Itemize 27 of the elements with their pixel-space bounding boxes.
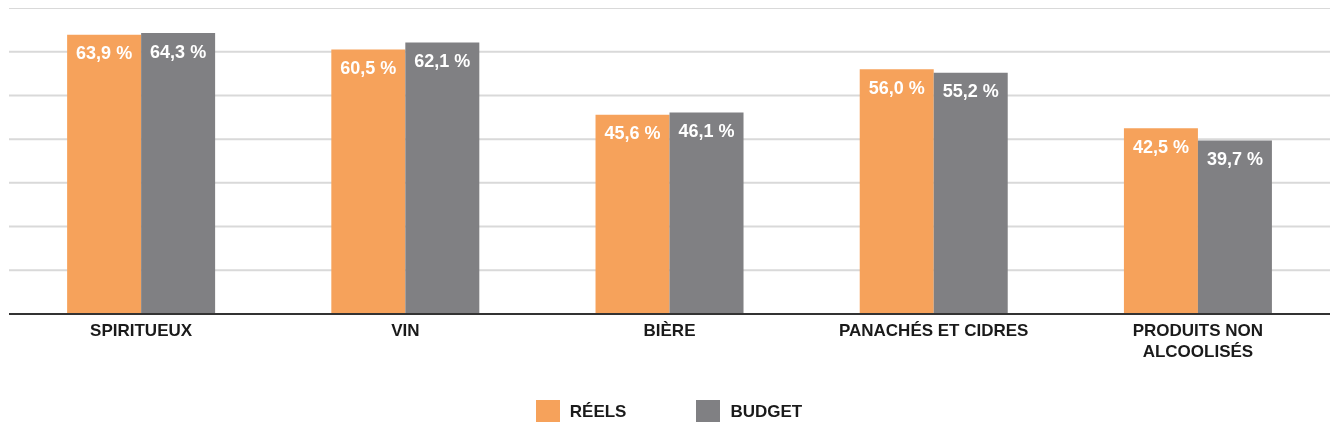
data-label: 46,1 %: [678, 121, 735, 142]
bar: [859, 69, 934, 314]
bar: [669, 112, 744, 314]
data-label: 60,5 %: [340, 58, 397, 79]
data-label: 64,3 %: [150, 41, 207, 62]
bar: [331, 49, 406, 314]
legend-label: RÉELS: [569, 402, 627, 422]
bar: [595, 114, 670, 314]
data-label: 56,0 %: [868, 77, 925, 98]
data-label: 55,2 %: [942, 81, 999, 102]
bar: [933, 72, 1008, 314]
x-tick-label: PANACHÉS ET CIDRES: [838, 321, 1029, 340]
data-label: 45,6 %: [604, 123, 661, 144]
bar: [1123, 128, 1198, 314]
data-label: 42,5 %: [1132, 136, 1189, 157]
data-label: 62,1 %: [414, 51, 471, 72]
x-tick-label: VIN: [391, 321, 420, 340]
x-tick-label: BIÈRE: [643, 321, 696, 340]
bar: [1197, 140, 1272, 314]
bar: [141, 32, 216, 314]
data-label: 63,9 %: [76, 43, 133, 64]
legend-label: BUDGET: [730, 402, 803, 422]
bar: [67, 34, 142, 314]
x-tick-label: PRODUITS NON ALCOOLISÉS: [1132, 321, 1264, 361]
data-label: 39,7 %: [1206, 149, 1263, 170]
x-tick-label: SPIRITUEUX: [90, 321, 193, 340]
bar: [405, 42, 480, 314]
